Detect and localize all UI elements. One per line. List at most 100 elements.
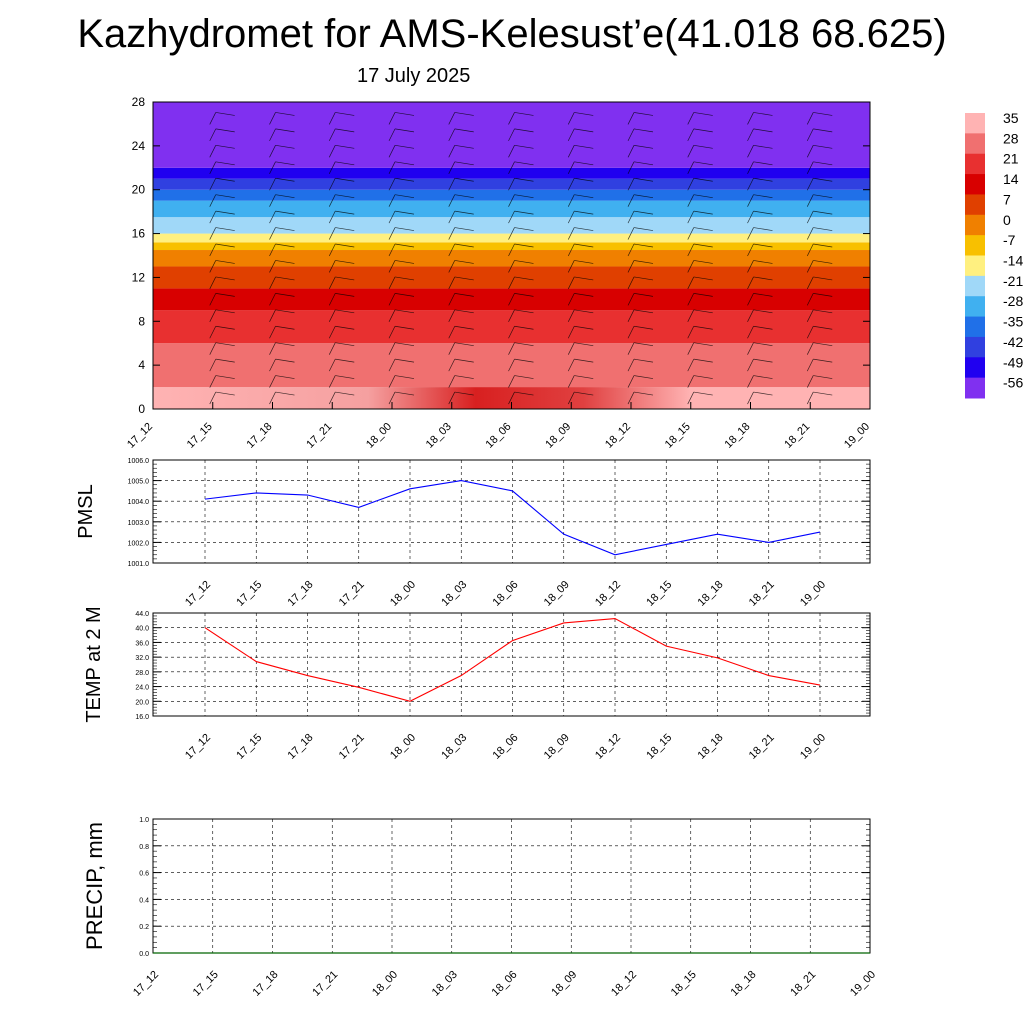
wind-barb-staff [806,276,814,290]
wind-barb-staff [328,112,336,125]
wind-barb-flag [394,161,415,166]
temp-panel: 16.0 20.0 24.0 28.0 32.0 36.0 40.0 44.0 17_12 17_… [83,606,871,762]
wind-barb-staff [448,145,456,158]
x-tick-label: 18_03 [424,421,454,451]
wind-barb-flag [275,309,295,314]
wind-barb-flag [753,391,773,396]
wind-barb-flag [394,128,415,133]
wind-barb-staff [627,128,635,142]
wind-barb-flag [574,243,594,248]
y-tick-label: 1006.0 [128,458,150,465]
x-tick-label: 18_12 [609,969,639,999]
wind-barb-flag [813,210,833,215]
wind-barb-flag [633,358,654,363]
wind-barb-staff [448,128,456,142]
wind-barb-staff [209,276,217,290]
wind-barb-flag [215,177,235,182]
wind-barb-staff [567,178,575,191]
wind-barb-flag [693,375,713,379]
wind-barb-flag [514,342,534,347]
wind-barb-staff [269,128,276,142]
wind-barb-staff [209,128,217,142]
x-tick-label: 18_00 [370,969,400,999]
wind-barb-staff [806,112,814,125]
y-tick-label: 1001.0 [128,561,150,568]
wind-barb-staff [269,243,276,257]
wind-barb-staff [328,375,336,388]
wind-barb-flag [633,128,654,133]
y-tick-label: 1003.0 [128,520,150,527]
wind-barb-flag [753,243,773,248]
wind-barb-staff [269,210,276,224]
wind-barb-flag [633,391,654,396]
y-tick-label: 20.0 [135,699,149,706]
x-tick-label: 17_21 [310,969,340,999]
x-tick-label: 18_21 [747,579,777,609]
colorbar-swatch [965,377,985,399]
wind-barb-staff [508,375,515,388]
wind-barb-flag [514,375,534,379]
wind-barb-staff [567,243,575,257]
precip-panel: 0.0 0.2 0.4 0.6 0.8 1.0 17_12 17_15 17_18 17_21 18… [82,817,878,999]
x-tick-label: 17_21 [337,732,367,762]
wind-barb-flag [753,260,773,264]
wind-barb-flag [215,276,235,281]
wind-barb-staff [747,326,754,339]
wind-barb-flag [454,112,474,116]
panel-frame [152,612,871,717]
colorbar-swatch [965,275,985,297]
wind-barb-staff [747,309,754,322]
wind-barb-staff [747,210,754,224]
wind-barb-staff [567,227,575,240]
wind-barb-staff [328,145,336,158]
wind-barb-flag [574,194,594,199]
wind-barb-staff [209,178,217,191]
colorbar-swatch [965,174,985,195]
x-tick-label: 18_21 [782,421,812,451]
wind-barb-flag [275,391,295,396]
colorbar-label: -14 [1003,253,1023,269]
x-tick-label: 17_21 [304,421,334,451]
wind-barb-staff [627,375,635,388]
wind-barb-flag [275,342,295,347]
wind-barb-staff [747,358,754,372]
wind-barb-staff [508,309,515,322]
wind-barb-staff [508,178,515,191]
wind-barb-staff [567,276,575,290]
wind-barb-flag [454,243,474,248]
colorbar-swatch [965,296,985,318]
wind-barb-staff [448,342,456,355]
wind-barb-flag [633,325,654,330]
wind-barb-staff [388,375,396,388]
wind-barb-flag [215,210,235,215]
wind-barb-flag [753,227,773,231]
wind-barb-flag [693,161,713,166]
wind-barb-flag [633,342,654,347]
wind-barb-flag [335,391,355,396]
wind-barb-flag [514,260,534,264]
wind-barb-staff [388,276,396,290]
wind-barb-staff [269,342,276,355]
y-axis-label: PRECIP, mm [82,822,107,950]
wind-barb-flag [753,161,773,166]
wind-barb-staff [388,342,396,355]
wind-barb-flag [514,358,534,363]
wind-barb-staff [567,342,575,355]
wind-barb-flag [454,358,474,363]
wind-barb-staff [567,309,575,322]
x-tick-label: 18_06 [491,579,521,609]
x-tick-label: 17_12 [125,421,155,451]
wind-barb-flag [693,391,713,396]
wind-barb-flag [813,342,833,347]
wind-barb-staff [687,243,695,257]
heat-band [153,266,870,289]
y-tick-label: 1.0 [139,817,149,824]
wind-barb-flag [633,177,654,182]
wind-barb-flag [753,358,773,363]
x-tick-label: 19_00 [848,969,878,999]
wind-barb-flag [574,227,594,231]
wind-barb-staff [448,293,456,306]
wind-barb-staff [806,342,814,355]
wind-barb-staff [388,210,396,224]
